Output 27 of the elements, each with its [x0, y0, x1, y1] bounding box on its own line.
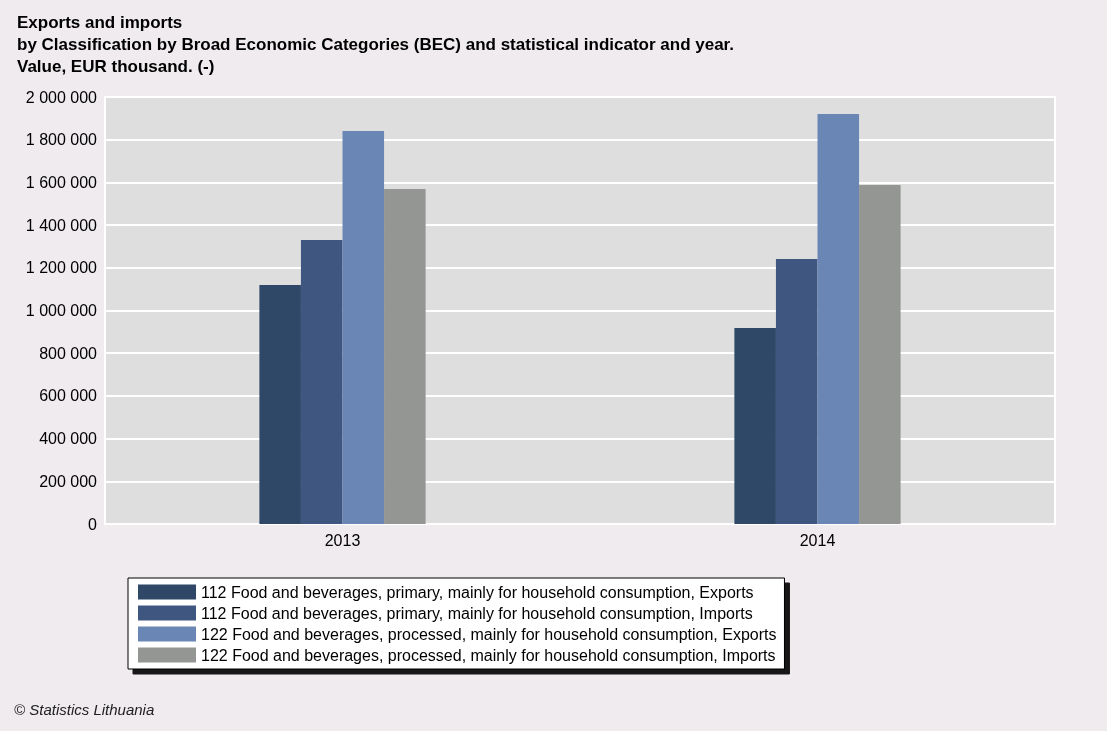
bar [859, 184, 901, 524]
chart-title: Exports and imports by Classification by Broad Economic Categories (BEC) and statistical indicator and year. Value, EUR thousand. (-) [17, 12, 735, 76]
y-tick-label: 1 800 000 [25, 131, 98, 149]
y-tick-label: 1 000 000 [25, 302, 98, 319]
y-tick-label: 1 200 000 [25, 259, 98, 277]
legend-label: 122 Food and beverages, processed, mainly for household consumption, Imports [201, 646, 776, 664]
x-tick-label: 2013 [324, 531, 361, 549]
y-tick-label: 1 400 000 [25, 216, 98, 234]
bar [300, 240, 343, 524]
legend-label: 112 Food and beverages, primary, mainly for household consumption, Imports [201, 604, 753, 622]
bar [342, 130, 385, 524]
text: © Statistics Lithuania [14, 701, 155, 718]
y-tick-label: 600 000 [39, 387, 98, 405]
y-tick-label: 1 600 000 [25, 173, 98, 191]
y-tick-label: 0 [88, 515, 98, 533]
y-tick-label: 2 000 000 [25, 88, 98, 106]
y-tick-label: 200 000 [39, 472, 98, 490]
legend-label: 122 Food and beverages, processed, mainly for household consumption, Exports [201, 625, 777, 643]
bar [384, 189, 426, 524]
bar [734, 328, 776, 524]
x-tick-label: 2014 [799, 531, 836, 549]
bar [259, 284, 301, 524]
bar [775, 259, 818, 524]
legend-label: 112 Food and beverages, primary, mainly for household consumption, Exports [201, 583, 754, 601]
y-tick-label: 400 000 [39, 430, 98, 448]
bar [817, 114, 860, 524]
y-tick-label: 800 000 [39, 344, 98, 362]
